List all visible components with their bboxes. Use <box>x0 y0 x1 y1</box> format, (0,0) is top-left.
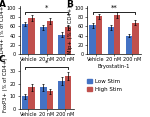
Text: B: B <box>66 0 73 9</box>
X-axis label: Bryostatin-1: Bryostatin-1 <box>98 64 130 69</box>
Bar <box>58 35 65 54</box>
Bar <box>40 27 46 54</box>
Text: *: * <box>45 5 48 11</box>
Legend: Low Stim, High Stim: Low Stim, High Stim <box>87 79 122 92</box>
Bar <box>65 27 71 54</box>
Bar <box>58 81 65 109</box>
Bar <box>22 24 28 54</box>
Y-axis label: CD44+ (% of CD4+): CD44+ (% of CD4+) <box>0 3 5 57</box>
Bar <box>96 16 102 54</box>
Bar <box>22 96 28 109</box>
Bar <box>28 18 35 54</box>
Text: A: A <box>0 0 6 9</box>
Bar <box>28 87 35 109</box>
Bar <box>65 76 71 109</box>
Bar <box>132 23 139 54</box>
Y-axis label: Mip+ (% of CD4+): Mip+ (% of CD4+) <box>68 6 73 54</box>
Bar <box>40 87 46 109</box>
Bar <box>114 15 120 54</box>
Text: **: ** <box>111 5 117 11</box>
Bar <box>46 21 53 54</box>
Text: *: * <box>45 60 48 66</box>
X-axis label: Bryostatin-1: Bryostatin-1 <box>30 64 63 69</box>
Bar <box>46 91 53 109</box>
Bar <box>89 26 96 54</box>
Bar <box>126 36 132 54</box>
Y-axis label: FoxP3+ (% of CD4+): FoxP3+ (% of CD4+) <box>3 58 8 112</box>
Text: C: C <box>0 55 6 64</box>
Bar <box>108 27 114 54</box>
